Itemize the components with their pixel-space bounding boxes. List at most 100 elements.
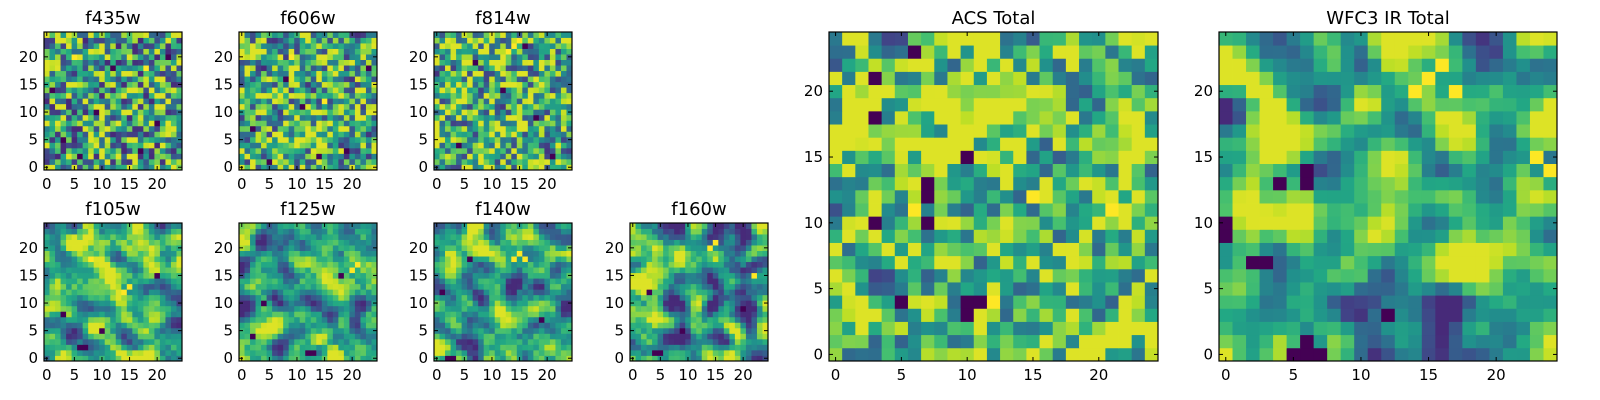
heatmap-cell [283,92,290,99]
heatmap-cell [354,87,361,94]
heatmap-cell [489,59,496,66]
heatmap-cell [549,153,556,160]
heatmap-cell [527,158,534,165]
heatmap-cell [500,305,507,312]
heatmap-cell [272,272,279,279]
heatmap-cell [349,120,356,127]
heatmap-cell [538,327,545,334]
heatmap-cell [132,338,139,345]
heatmap-cell [723,272,730,279]
heatmap-cell [960,189,975,204]
heatmap-cell [88,272,95,279]
heatmap-cell [456,114,462,121]
y-tick-label: 5 [28,131,38,149]
heatmap-cell [829,295,843,309]
heatmap-cell [461,267,468,274]
heatmap-cell [685,234,692,240]
heatmap-cell [82,228,89,235]
heatmap-cell [338,355,345,362]
heatmap-cell [456,142,462,149]
heatmap-cell [255,109,262,116]
heatmap-cell [176,65,183,72]
heatmap-cell [148,228,155,235]
heatmap-cell [467,158,474,165]
heatmap-cell [299,131,306,138]
heatmap-cell [434,131,440,138]
heatmap-cell [332,245,339,251]
heatmap-cell [299,109,306,116]
heatmap-cell [445,245,451,251]
heatmap-cell [729,250,736,257]
heatmap-cell [544,338,551,345]
heatmap-cell [511,54,518,60]
heatmap-cell [82,234,89,240]
heatmap-cell [261,158,267,165]
heatmap-cell [707,261,714,268]
heatmap-cell [483,109,490,116]
heatmap-cell [165,37,172,44]
heatmap-cell [305,300,312,307]
heatmap-cell [842,282,856,296]
heatmap-cell [99,234,106,240]
heatmap-cell [679,267,686,274]
heatmap-cell [472,164,479,171]
heatmap-cell [148,43,155,49]
heatmap-cell [544,305,551,312]
heatmap-cell [734,344,741,351]
heatmap-cell [723,338,730,345]
heatmap-cell [740,267,747,274]
heatmap-cell [332,153,339,160]
heatmap-cell [450,131,457,138]
heatmap-cell [986,255,1001,270]
heatmap-cell [338,294,345,301]
heatmap-cell [973,229,988,243]
heatmap-cell [321,87,328,94]
heatmap-cell [445,234,451,240]
heatmap-cell [641,344,647,351]
heatmap-cell [527,261,534,268]
heatmap-cell [450,125,457,132]
heatmap-cell [277,92,284,99]
heatmap-cell [679,272,686,279]
heatmap-cell [126,109,133,116]
heatmap-cell [1013,295,1027,309]
heatmap-cell [239,158,245,165]
heatmap-cell [60,65,67,72]
heatmap-cell [566,87,573,94]
heatmap-cell [1092,282,1106,296]
heatmap-cell [321,349,328,356]
heatmap-cell [44,48,50,55]
heatmap-cell [450,294,457,301]
heatmap-cell [685,316,692,323]
heatmap-cell [371,234,378,240]
heatmap-cell [516,311,523,318]
heatmap-cell [718,349,725,356]
heatmap-cell [960,268,975,283]
heatmap-cell [338,37,345,44]
heatmap-cell [538,349,545,356]
heatmap-cell [49,70,56,77]
heatmap-cell [511,278,518,285]
heatmap-cell [1026,295,1040,309]
heatmap-cell [505,59,512,66]
heatmap-cell [104,234,111,240]
heatmap-cell [483,37,490,44]
heatmap-cell [549,70,556,77]
heatmap-cell [310,267,317,274]
heatmap-cell [115,158,122,165]
heatmap-cell [137,344,144,351]
heatmap-cell [544,239,551,246]
x-tick-label: 5 [460,175,470,193]
heatmap-cell [646,322,653,329]
heatmap-cell [283,278,290,285]
heatmap-cell [829,268,843,283]
heatmap-cell [321,272,328,279]
heatmap-cell [1131,282,1146,296]
heatmap-cell [921,176,935,191]
heatmap-cell [921,308,935,322]
heatmap-cell [110,267,117,274]
heatmap-cell [88,87,95,94]
heatmap-cell [66,59,72,66]
heatmap-cell [93,103,100,110]
